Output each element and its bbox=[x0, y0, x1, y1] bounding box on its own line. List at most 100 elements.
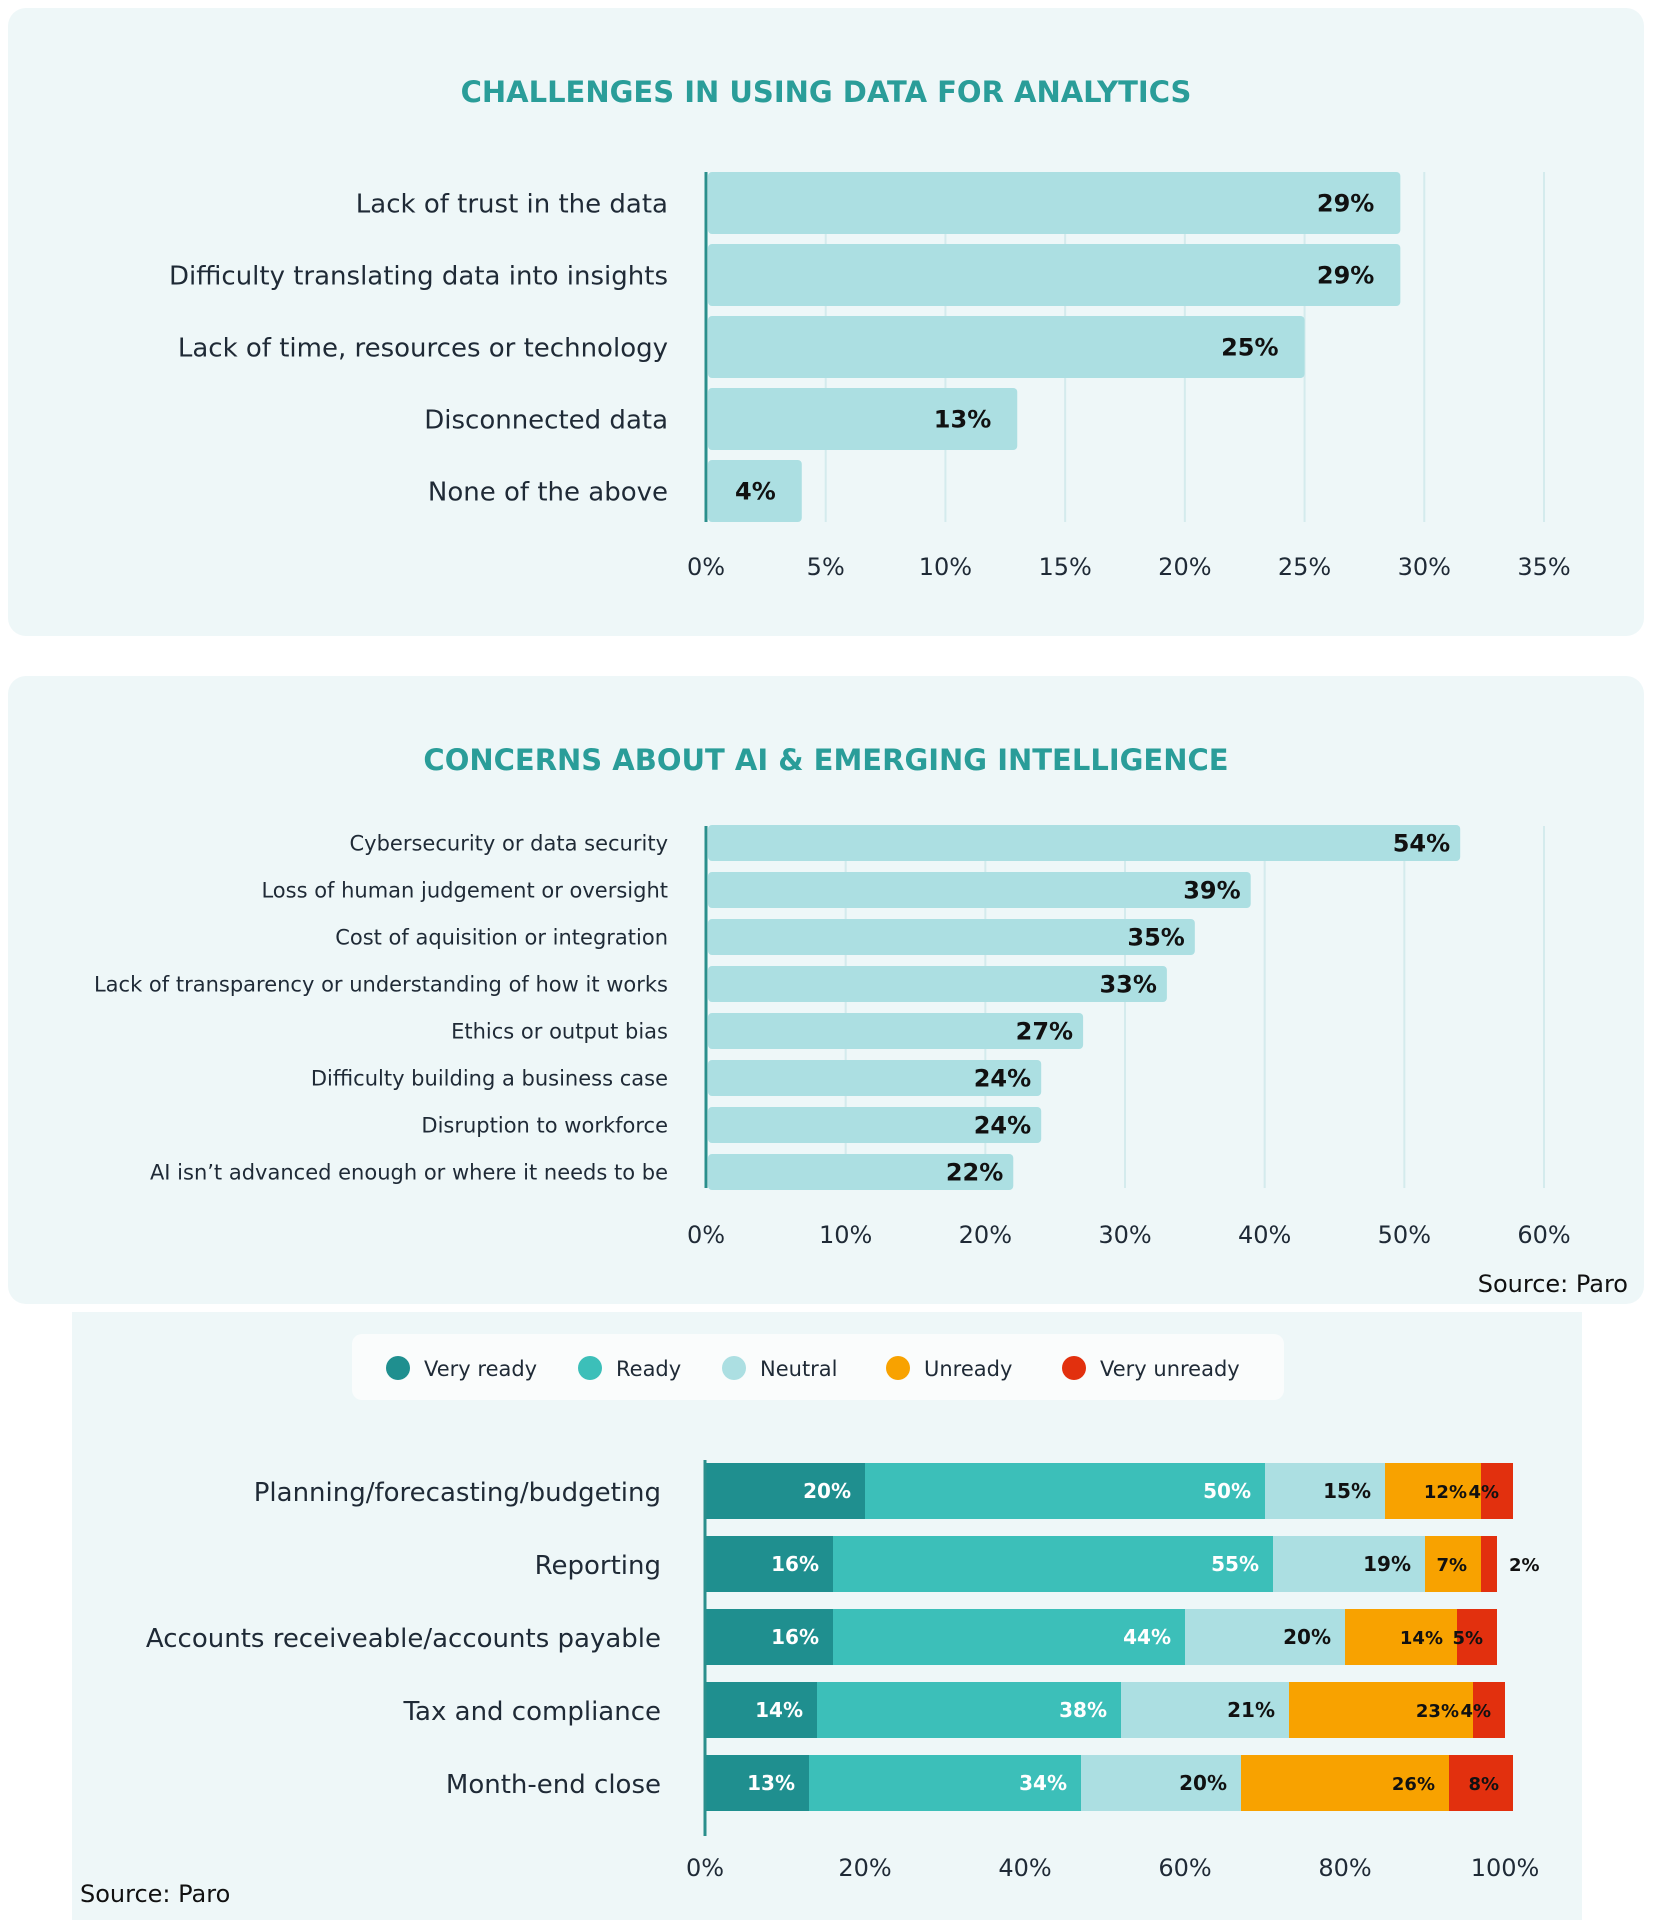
c1-value-label: 25% bbox=[1221, 334, 1278, 362]
c3-segment-label: 8% bbox=[1468, 1774, 1499, 1795]
c3-segment bbox=[1289, 1682, 1473, 1738]
c2-bar bbox=[708, 872, 1251, 908]
legend-marker bbox=[578, 1356, 602, 1380]
c3-segment-label: 16% bbox=[771, 1552, 819, 1576]
source-note-readiness: Source: Paro bbox=[80, 1880, 231, 1908]
c1-category-label: Disconnected data bbox=[424, 405, 668, 435]
c2-tick-label: 30% bbox=[1098, 1221, 1151, 1249]
c3-segment-label: 5% bbox=[1452, 1628, 1483, 1649]
c3-segment-label: 19% bbox=[1363, 1552, 1411, 1576]
c3-segment-label: 16% bbox=[771, 1625, 819, 1649]
c3-segment bbox=[833, 1609, 1185, 1665]
c1-category-label: None of the above bbox=[428, 477, 668, 507]
legend-label: Unready bbox=[924, 1357, 1012, 1381]
c3-tick-label: 80% bbox=[1318, 1854, 1371, 1882]
c2-category-label: Cost of aquisition or integration bbox=[335, 926, 668, 950]
c1-category-label: Lack of time, resources or technology bbox=[178, 333, 668, 363]
c2-value-label: 33% bbox=[1099, 971, 1156, 999]
c3-segment-label: 38% bbox=[1059, 1698, 1107, 1722]
c2-category-label: Difficulty building a business case bbox=[311, 1067, 668, 1091]
c3-category-label: Reporting bbox=[535, 1551, 661, 1581]
c3-tick-label: 40% bbox=[998, 1854, 1051, 1882]
legend-label: Ready bbox=[616, 1357, 681, 1381]
c3-tick-label: 20% bbox=[838, 1854, 891, 1882]
c3-category-label: Planning/forecasting/budgeting bbox=[254, 1478, 661, 1508]
c3-category-label: Tax and compliance bbox=[402, 1697, 661, 1727]
c2-bar bbox=[708, 1154, 1014, 1190]
c1-bar bbox=[708, 460, 802, 522]
c3-tick-label: 100% bbox=[1471, 1854, 1540, 1882]
c3-segment-label: 15% bbox=[1323, 1479, 1371, 1503]
c3-segment bbox=[705, 1463, 865, 1519]
c2-tick-label: 0% bbox=[687, 1221, 725, 1249]
c3-segment bbox=[809, 1755, 1081, 1811]
c3-segment bbox=[1345, 1609, 1457, 1665]
c3-category-label: Month-end close bbox=[446, 1770, 661, 1800]
c3-segment bbox=[1457, 1609, 1497, 1665]
c3-segment-label: 2% bbox=[1509, 1555, 1540, 1576]
c2-bar bbox=[708, 825, 1461, 861]
c1-bar bbox=[708, 316, 1305, 378]
legend-marker bbox=[722, 1356, 746, 1380]
c2-value-label: 27% bbox=[1016, 1018, 1073, 1046]
c1-bar bbox=[708, 388, 1018, 450]
c1-tick-label: 30% bbox=[1398, 553, 1451, 581]
c2-value-label: 22% bbox=[946, 1159, 1003, 1187]
c3-segment-label: 20% bbox=[1179, 1771, 1227, 1795]
c3-segment-label: 20% bbox=[1283, 1625, 1331, 1649]
c2-value-label: 54% bbox=[1393, 830, 1450, 858]
c3-segment bbox=[705, 1536, 833, 1592]
c3-segment bbox=[1449, 1755, 1513, 1811]
c2-category-label: Lack of transparency or understanding of… bbox=[94, 973, 668, 997]
c3-segment bbox=[1273, 1536, 1425, 1592]
legend-label: Neutral bbox=[760, 1357, 838, 1381]
c1-tick-label: 20% bbox=[1158, 553, 1211, 581]
c3-segment-label: 4% bbox=[1468, 1482, 1499, 1503]
c3-segment-label: 12% bbox=[1424, 1482, 1467, 1503]
c1-value-label: 29% bbox=[1317, 262, 1374, 290]
c3-segment-label: 50% bbox=[1203, 1479, 1251, 1503]
c3-segment bbox=[865, 1463, 1265, 1519]
chart2-title: CONCERNS ABOUT AI & EMERGING INTELLIGENC… bbox=[423, 743, 1228, 777]
c2-tick-label: 10% bbox=[819, 1221, 872, 1249]
c3-segment bbox=[1265, 1463, 1385, 1519]
c1-value-label: 4% bbox=[735, 478, 776, 506]
c3-category-label: Accounts receiveable/accounts payable bbox=[146, 1624, 661, 1654]
c3-segment bbox=[1241, 1755, 1449, 1811]
c1-tick-label: 35% bbox=[1517, 553, 1570, 581]
legend-marker bbox=[1062, 1356, 1086, 1380]
chart1-title: CHALLENGES IN USING DATA FOR ANALYTICS bbox=[461, 75, 1192, 109]
c1-tick-label: 5% bbox=[807, 553, 845, 581]
c3-segment bbox=[705, 1609, 833, 1665]
c3-segment bbox=[817, 1682, 1121, 1738]
c1-tick-label: 0% bbox=[687, 553, 725, 581]
c2-tick-label: 20% bbox=[959, 1221, 1012, 1249]
legend-marker bbox=[386, 1356, 410, 1380]
c3-segment bbox=[833, 1536, 1273, 1592]
c2-value-label: 24% bbox=[974, 1065, 1031, 1093]
c3-tick-label: 60% bbox=[1158, 1854, 1211, 1882]
c3-segment-label: 21% bbox=[1227, 1698, 1275, 1722]
c2-bar bbox=[708, 1060, 1042, 1096]
c3-segment-label: 55% bbox=[1211, 1552, 1259, 1576]
c3-segment-label: 4% bbox=[1460, 1701, 1491, 1722]
c1-category-label: Difficulty translating data into insight… bbox=[169, 261, 668, 291]
c3-segment bbox=[1081, 1755, 1241, 1811]
c2-bar bbox=[708, 919, 1195, 955]
c2-category-label: Cybersecurity or data security bbox=[350, 832, 668, 856]
c3-segment-label: 14% bbox=[1400, 1628, 1443, 1649]
c3-segment-label: 14% bbox=[755, 1698, 803, 1722]
c3-segment-label: 26% bbox=[1392, 1774, 1435, 1795]
c3-tick-label: 0% bbox=[686, 1854, 724, 1882]
c3-segment bbox=[1481, 1463, 1513, 1519]
c3-segment bbox=[705, 1755, 809, 1811]
c1-tick-label: 25% bbox=[1278, 553, 1331, 581]
c1-bar bbox=[708, 172, 1401, 234]
c1-tick-label: 10% bbox=[919, 553, 972, 581]
c1-value-label: 13% bbox=[934, 406, 991, 434]
c3-segment-label: 44% bbox=[1123, 1625, 1171, 1649]
c2-tick-label: 40% bbox=[1238, 1221, 1291, 1249]
c2-bar bbox=[708, 1013, 1084, 1049]
c3-segment-label: 23% bbox=[1416, 1701, 1459, 1722]
